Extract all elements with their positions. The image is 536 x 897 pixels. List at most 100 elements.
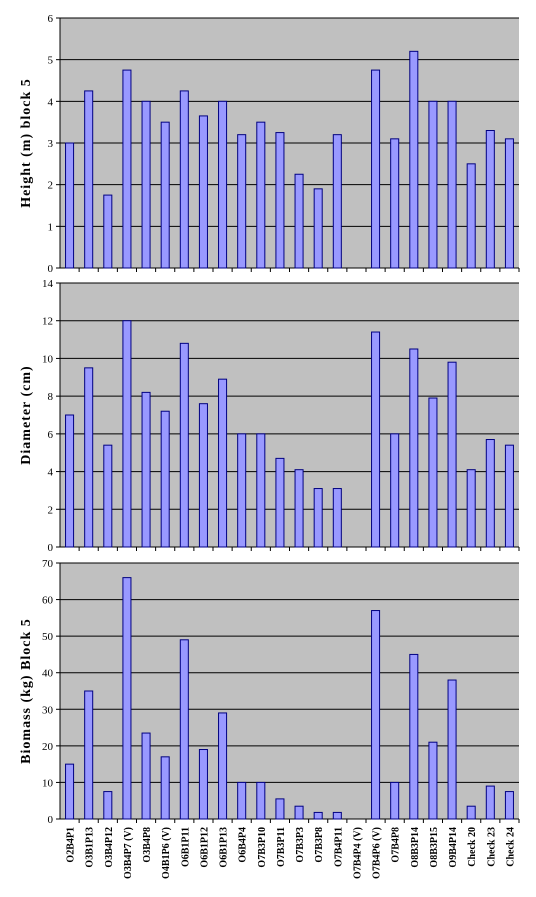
plot-area [60, 563, 519, 819]
y-tick-label: 10 [42, 353, 54, 365]
y-tick-label: 6 [48, 429, 54, 441]
y-tick-label: 2 [48, 180, 54, 192]
x-category-label: Check 24 [505, 827, 516, 867]
x-category-label: O7B3P3 [295, 827, 306, 863]
chart-panel-3: 0 10 20 30 40 50 60 70 Biomass (kg) Block 5 O2B4P… [19, 558, 520, 879]
bar-O7B4P11 [332, 488, 342, 548]
y-tick-label: 4 [48, 96, 54, 108]
bar-O7B3P3 [294, 805, 304, 820]
bar-O6B1P13 [218, 100, 228, 269]
bar-O7B4P11 [332, 134, 342, 269]
x-category-label: O7B3P8 [314, 827, 325, 863]
bar-O6B4P4 [237, 433, 247, 548]
x-category-label: O7B4P11 [333, 827, 344, 867]
y-axis-label: Biomass (kg) Block 5 [19, 618, 34, 764]
bar-O9B4P14 [447, 100, 457, 269]
bar-O7B3P10 [256, 781, 266, 820]
plot-area [60, 283, 519, 547]
bar-O3B1P13 [84, 90, 94, 269]
bar-O3B1P13 [84, 367, 94, 548]
x-category-label: Check 23 [486, 827, 497, 867]
y-tick-label: 0 [48, 814, 54, 826]
x-category-label: O7B4P6 (V) [372, 827, 383, 879]
y-tick-label: 3 [48, 138, 54, 150]
bar-O3B4P12 [103, 194, 113, 269]
bar-O6B1P11 [179, 342, 189, 548]
y-tick-label: 10 [42, 777, 54, 789]
x-category-label: O3B4P8 [142, 827, 153, 863]
bar-O7B3P10 [256, 121, 266, 269]
bar-O7B3P3 [294, 469, 304, 548]
x-category-label: O3B4P12 [104, 827, 115, 868]
bar-O6B1P11 [179, 90, 189, 269]
bar-O2B4P1 [65, 763, 75, 820]
bar-O6B1P13 [218, 712, 228, 820]
bar-O7B3P8 [313, 488, 323, 548]
y-tick-label: 1 [48, 221, 54, 233]
bar-Check 20 [466, 805, 476, 820]
bar-O7B4P11 [332, 811, 342, 820]
bar-O7B4P8 [390, 433, 400, 548]
x-category-label: Check 20 [467, 827, 478, 867]
bar-Check 20 [466, 163, 476, 269]
bar-O8B3P15 [428, 741, 438, 820]
y-tick-label: 50 [42, 631, 54, 643]
y-tick-label: 4 [48, 467, 54, 479]
bar-O7B4P6 (V) [371, 610, 381, 820]
bar-Check 24 [504, 138, 514, 269]
bar-O6B4P4 [237, 134, 247, 269]
x-category-label: O6B1P11 [180, 827, 191, 867]
bar-O7B3P11 [275, 798, 285, 820]
bar-O8B3P14 [409, 653, 419, 820]
bar-O9B4P14 [447, 679, 457, 820]
y-tick-label: 14 [42, 278, 54, 290]
bar-O3B4P12 [103, 791, 113, 820]
bar-O2B4P1 [65, 142, 75, 269]
y-tick-label: 8 [48, 391, 54, 403]
bar-O3B4P7 (V) [122, 69, 132, 269]
y-axis-label: Height (m) block 5 [19, 78, 34, 208]
bar-O3B1P13 [84, 690, 94, 820]
bar-O7B3P11 [275, 132, 285, 269]
bar-O3B4P7 (V) [122, 577, 132, 820]
y-tick-label: 6 [48, 13, 54, 25]
bar-O7B4P6 (V) [371, 69, 381, 269]
x-category-label: O9B4P14 [448, 827, 459, 868]
bar-O6B1P12 [198, 115, 208, 269]
bar-Check 23 [485, 130, 495, 269]
bar-O7B4P6 (V) [371, 331, 381, 548]
bar-O6B1P12 [198, 749, 208, 820]
y-tick-label: 12 [42, 316, 53, 328]
bar-O7B3P10 [256, 433, 266, 548]
bar-O4B1P6 (V) [160, 410, 170, 548]
x-category-label: O7B3P11 [276, 827, 287, 867]
y-tick-label: 2 [48, 504, 54, 516]
bar-O8B3P14 [409, 348, 419, 548]
x-category-label: O7B4P8 [391, 827, 402, 863]
bar-O2B4P1 [65, 414, 75, 548]
x-category-label: O4B1P6 (V) [161, 827, 172, 879]
x-category-label: O3B1P13 [85, 827, 96, 868]
x-category-label: O8B3P15 [429, 827, 440, 868]
x-category-label: O6B1P12 [199, 827, 210, 868]
bar-O4B1P6 (V) [160, 756, 170, 820]
bar-Check 23 [485, 785, 495, 820]
bar-Check 20 [466, 469, 476, 548]
bar-O7B3P3 [294, 173, 304, 269]
bar-Check 24 [504, 791, 514, 820]
bar-O7B4P8 [390, 781, 400, 820]
bar-O3B4P7 (V) [122, 320, 132, 548]
y-tick-label: 20 [42, 741, 54, 753]
y-tick-label: 0 [48, 263, 54, 275]
bar-O3B4P12 [103, 444, 113, 548]
bar-O3B4P8 [141, 732, 151, 820]
x-category-label: O7B3P10 [257, 827, 268, 868]
bar-O6B1P12 [198, 403, 208, 548]
x-category-label: O7B4P4 (V) [352, 827, 363, 879]
x-category-label: O3B4P7 (V) [123, 827, 134, 879]
bar-O7B3P11 [275, 457, 285, 548]
bar-O8B3P14 [409, 50, 419, 269]
bar-O8B3P15 [428, 397, 438, 548]
x-category-label: O6B1P13 [219, 827, 230, 868]
